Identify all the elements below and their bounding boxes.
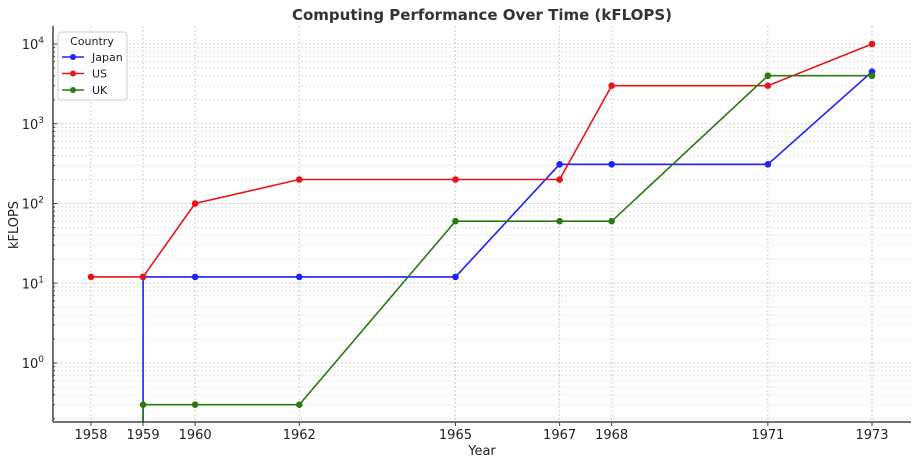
data-point — [556, 161, 563, 168]
x-tick-label: 1967 — [543, 428, 576, 443]
data-point — [452, 273, 459, 281]
y-tick-label: 100 — [22, 355, 45, 372]
data-point — [556, 217, 563, 225]
data-point — [608, 217, 615, 225]
y-tick-label: 102 — [22, 196, 44, 213]
x-tick-label: 1959 — [127, 428, 160, 443]
legend-entry-japan: Japan — [91, 51, 123, 64]
x-tick-label: 1958 — [74, 428, 107, 443]
data-point — [191, 401, 199, 408]
series-uk — [139, 72, 876, 423]
data-point — [868, 40, 876, 48]
legend-entry-uk: UK — [92, 84, 108, 97]
y-tick-label: 104 — [22, 36, 45, 53]
data-point — [608, 161, 615, 168]
data-point — [556, 176, 563, 183]
data-point — [191, 273, 199, 281]
x-axis-label: Year — [467, 444, 496, 459]
x-tick-label: 1971 — [751, 428, 784, 443]
y-tick-label: 101 — [22, 275, 44, 292]
x-tick-label: 1965 — [439, 428, 472, 443]
data-point — [868, 72, 876, 80]
data-point — [608, 82, 615, 89]
grid — [53, 26, 911, 422]
data-point — [295, 273, 303, 281]
axes: 1958 1959 1960 1962 1965 1967 1968 1971 1973 100 1… — [22, 26, 911, 443]
data-point — [139, 273, 147, 281]
data-point — [139, 401, 147, 408]
legend: Country Japan US UK — [57, 31, 128, 101]
data-point — [764, 72, 772, 80]
data-point — [452, 217, 459, 225]
legend-title: Country — [70, 35, 114, 48]
x-tick-label: 1973 — [855, 428, 888, 443]
data-point — [87, 273, 95, 281]
data-point — [295, 176, 303, 183]
x-tick-label: 1962 — [283, 428, 316, 443]
data-point — [764, 82, 772, 89]
x-tick-label: 1968 — [595, 428, 628, 443]
series-lines — [87, 40, 876, 423]
data-point — [191, 200, 199, 207]
y-tick-label: 103 — [22, 116, 44, 133]
y-axis-label: kFLOPS — [7, 201, 22, 249]
chart-title: Computing Performance Over Time (kFLOPS) — [292, 6, 672, 24]
data-point — [764, 161, 772, 168]
data-point — [295, 401, 303, 408]
legend-entry-us: US — [92, 68, 107, 81]
data-point — [452, 176, 459, 183]
series-us — [87, 40, 876, 281]
x-tick-label: 1960 — [179, 428, 212, 443]
